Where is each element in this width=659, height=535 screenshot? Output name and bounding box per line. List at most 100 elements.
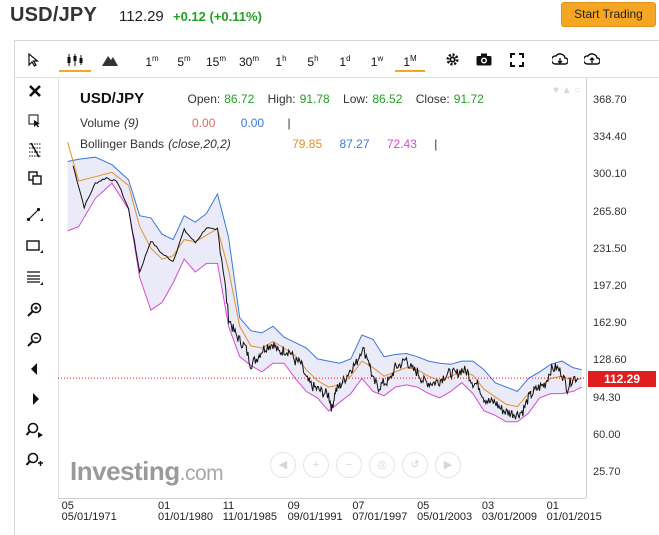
x-tick-label: 05 bbox=[417, 500, 430, 512]
horizontal-lines-icon[interactable] bbox=[25, 270, 45, 290]
zoom-out-icon[interactable] bbox=[25, 332, 45, 352]
legend-separator: | bbox=[434, 137, 438, 151]
timeframe-1d-button[interactable]: 1d bbox=[335, 46, 355, 72]
timeframe-label: 15 bbox=[205, 55, 220, 69]
x-tick-label: 01 bbox=[546, 500, 559, 512]
faded-left-icon: ◀ bbox=[270, 452, 296, 478]
legend-symbol: USD/JPY bbox=[80, 90, 145, 107]
faded-fit-icon: ◎ bbox=[369, 452, 395, 478]
y-tick-label: 162.90 bbox=[593, 317, 627, 330]
legend-volume: Volume (9) 0.00 0.00 | bbox=[80, 116, 295, 130]
volume-param: (9) bbox=[124, 116, 139, 130]
timeframe-label: 1 bbox=[403, 55, 410, 69]
timeframe-label: 5 bbox=[177, 55, 184, 69]
download-icon[interactable] bbox=[549, 46, 571, 72]
timeframe-15m-button[interactable]: 15m bbox=[203, 46, 229, 72]
trendline-icon[interactable] bbox=[25, 206, 45, 226]
x-date-label: 07/01/1997 bbox=[352, 511, 408, 523]
bb-label: Bollinger Bands bbox=[80, 137, 165, 151]
timeframe-label: 5 bbox=[307, 55, 315, 69]
timeframe-1M-button[interactable]: 1M bbox=[395, 46, 425, 72]
legend-separator: | bbox=[287, 116, 291, 130]
fib-icon[interactable] bbox=[25, 142, 45, 162]
faded-zoom-out-icon: − bbox=[336, 452, 362, 478]
scroll-right-icon[interactable] bbox=[25, 392, 45, 412]
candles-icon[interactable] bbox=[59, 46, 91, 72]
instrument-symbol: USD/JPY bbox=[10, 4, 97, 26]
y-tick-label: 300.10 bbox=[593, 168, 627, 181]
fullscreen-icon[interactable] bbox=[506, 46, 528, 72]
upload-icon[interactable] bbox=[581, 46, 603, 72]
chart-toolbar: 1m 5m 15m 30m 1h 5h 1d 1w 1M bbox=[15, 42, 659, 78]
zoom-in-icon[interactable] bbox=[25, 302, 45, 322]
chart-plot-area[interactable] bbox=[58, 78, 586, 498]
price-axis[interactable] bbox=[586, 78, 656, 498]
close-value: 91.72 bbox=[453, 92, 484, 106]
y-tick-label: 197.20 bbox=[593, 280, 627, 292]
timeframe-label: 30 bbox=[238, 55, 253, 69]
layers-icon[interactable] bbox=[25, 171, 45, 191]
y-tick-label: 60.00 bbox=[593, 428, 621, 441]
x-tick-label: 11 bbox=[222, 500, 235, 512]
x-date-label: 05/01/1971 bbox=[61, 511, 117, 523]
zoom-fit-icon[interactable] bbox=[25, 422, 45, 442]
timeframe-label: 1 bbox=[275, 55, 283, 69]
volume-label: Volume bbox=[80, 116, 121, 130]
x-date-label: 05/01/2003 bbox=[417, 511, 473, 523]
current-price-tag: 112.29 bbox=[588, 371, 656, 387]
y-tick-label: 94.30 bbox=[593, 391, 621, 404]
close-icon[interactable] bbox=[25, 84, 45, 104]
faded-reset-icon: ↺ bbox=[402, 452, 428, 478]
y-tick-label: 25.70 bbox=[593, 466, 621, 478]
crosshair-icon[interactable] bbox=[25, 114, 45, 134]
timeframe-unit: h bbox=[314, 54, 319, 63]
cursor-icon[interactable] bbox=[23, 46, 45, 72]
timeframe-unit: m bbox=[219, 54, 227, 63]
timeframe-5h-button[interactable]: 5h bbox=[303, 46, 323, 72]
gear-icon[interactable] bbox=[441, 46, 463, 72]
rectangle-icon[interactable] bbox=[25, 238, 45, 258]
timeframe-unit: d bbox=[346, 54, 351, 63]
x-tick-label: 09 bbox=[287, 500, 300, 512]
faded-zoom-in-icon: + bbox=[303, 452, 329, 478]
timeframe-unit: m bbox=[252, 54, 260, 63]
start-trading-button[interactable]: Start Trading bbox=[561, 2, 656, 27]
volume-value-a: 0.00 bbox=[192, 116, 216, 130]
close-label: Close: bbox=[415, 92, 450, 106]
y-tick-label: 265.80 bbox=[593, 205, 627, 218]
price-change: +0.12 (+0.11%) bbox=[173, 9, 262, 24]
timeframe-5m-button[interactable]: 5m bbox=[173, 46, 195, 72]
legend-ohlc: USD/JPY Open: 86.72 High: 91.78 Low: 86.52 … bbox=[80, 90, 488, 107]
chart-frame bbox=[14, 40, 659, 535]
area-icon[interactable] bbox=[99, 46, 121, 72]
camera-icon[interactable] bbox=[473, 46, 495, 72]
x-date-label: 03/01/2009 bbox=[481, 511, 537, 523]
x-tick-label: 05 bbox=[61, 500, 74, 512]
y-tick-label: 334.40 bbox=[593, 131, 627, 144]
timeframe-unit: M bbox=[410, 54, 417, 63]
x-date-label: 09/01/1991 bbox=[287, 511, 343, 523]
timeframe-unit: m bbox=[184, 54, 191, 63]
last-price: 112.29 bbox=[119, 8, 164, 25]
bb-middle-value: 79.85 bbox=[292, 137, 323, 151]
bb-upper-value: 87.27 bbox=[339, 137, 370, 151]
scroll-left-icon[interactable] bbox=[25, 362, 45, 382]
x-date-label: 01/01/2015 bbox=[546, 511, 602, 523]
y-tick-label: 231.50 bbox=[593, 242, 627, 255]
open-value: 86.72 bbox=[224, 92, 255, 106]
low-label: Low: bbox=[343, 92, 369, 106]
open-label: Open: bbox=[187, 92, 221, 106]
footer-strip bbox=[58, 524, 586, 535]
time-axis[interactable] bbox=[58, 498, 586, 522]
timeframe-1h-button[interactable]: 1h bbox=[271, 46, 291, 72]
timeframe-1w-button[interactable]: 1w bbox=[367, 46, 387, 72]
timeframe-1m-button[interactable]: 1m bbox=[141, 46, 163, 72]
x-date-label: 11/01/1985 bbox=[222, 511, 277, 523]
faded-nav-controls: ◀ + − ◎ ↺ ▶ bbox=[270, 452, 462, 478]
reset-zoom-icon[interactable] bbox=[25, 452, 45, 472]
pane-controls[interactable]: ♥ ▲ ○ bbox=[553, 85, 581, 96]
timeframe-unit: h bbox=[282, 54, 287, 63]
timeframe-label: 1 bbox=[370, 55, 378, 69]
timeframe-30m-button[interactable]: 30m bbox=[235, 46, 263, 72]
drawing-tools-panel bbox=[15, 78, 55, 518]
